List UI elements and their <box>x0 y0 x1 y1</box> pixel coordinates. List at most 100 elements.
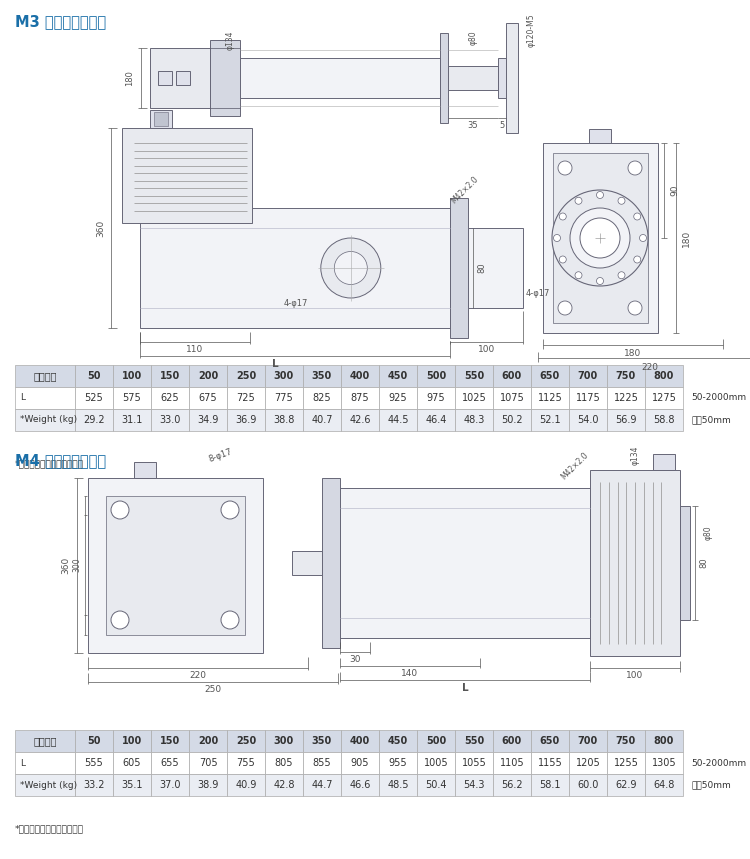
Bar <box>607 774 645 796</box>
Text: 625: 625 <box>160 393 179 403</box>
Text: 38.9: 38.9 <box>197 780 219 790</box>
Text: 220: 220 <box>641 362 658 371</box>
Bar <box>151 774 189 796</box>
Text: 38.8: 38.8 <box>273 415 295 425</box>
Text: 905: 905 <box>351 758 369 768</box>
Circle shape <box>596 277 604 284</box>
Text: 360: 360 <box>61 557 70 574</box>
Text: 925: 925 <box>388 393 407 403</box>
Text: 650: 650 <box>540 736 560 746</box>
Bar <box>189 409 227 431</box>
Bar <box>553 153 647 323</box>
Bar <box>227 752 265 774</box>
Circle shape <box>570 208 630 268</box>
Text: 90: 90 <box>670 185 679 196</box>
Bar <box>493 730 531 752</box>
Text: 50.2: 50.2 <box>501 415 523 425</box>
Text: 550: 550 <box>464 736 484 746</box>
Text: 575: 575 <box>123 393 141 403</box>
Bar <box>15 730 75 752</box>
Text: 1305: 1305 <box>652 758 676 768</box>
Bar <box>341 730 379 752</box>
Text: 50: 50 <box>87 736 100 746</box>
Text: 1075: 1075 <box>500 393 524 403</box>
Bar <box>417 387 455 409</box>
Bar <box>379 774 417 796</box>
Bar <box>341 774 379 796</box>
Bar <box>150 48 210 108</box>
Text: 46.4: 46.4 <box>425 415 447 425</box>
Bar <box>75 365 113 387</box>
Text: L: L <box>272 359 278 369</box>
Text: 220: 220 <box>189 671 206 680</box>
Bar <box>265 730 303 752</box>
Bar <box>265 409 303 431</box>
Text: 500: 500 <box>426 736 446 746</box>
Text: 655: 655 <box>160 758 179 768</box>
Text: 100: 100 <box>122 736 142 746</box>
Text: 400: 400 <box>350 371 370 381</box>
Text: 44.7: 44.7 <box>311 780 333 790</box>
Text: 550: 550 <box>464 371 484 381</box>
Text: 200: 200 <box>198 371 218 381</box>
Text: 450: 450 <box>388 736 408 746</box>
Bar <box>15 774 75 796</box>
Text: 700: 700 <box>578 736 598 746</box>
Bar <box>113 774 151 796</box>
Bar <box>106 496 244 635</box>
Text: 675: 675 <box>199 393 217 403</box>
Bar <box>379 387 417 409</box>
Text: 450: 450 <box>388 371 408 381</box>
Circle shape <box>558 301 572 315</box>
Text: L: L <box>20 758 25 767</box>
Text: 100: 100 <box>122 371 142 381</box>
Bar <box>134 461 156 478</box>
Text: 300: 300 <box>274 371 294 381</box>
Text: 35.1: 35.1 <box>122 780 142 790</box>
Text: φ120-M5: φ120-M5 <box>526 13 536 46</box>
Text: 705: 705 <box>199 758 217 768</box>
Circle shape <box>321 238 381 298</box>
Bar <box>569 387 607 409</box>
Text: 250: 250 <box>236 371 256 381</box>
Circle shape <box>334 252 368 284</box>
Bar <box>607 730 645 752</box>
Text: 1055: 1055 <box>461 758 486 768</box>
Bar <box>303 387 341 409</box>
Text: 200: 200 <box>198 736 218 746</box>
Circle shape <box>596 192 604 198</box>
Text: 80: 80 <box>478 263 487 273</box>
Bar <box>417 730 455 752</box>
Bar <box>189 774 227 796</box>
Text: 755: 755 <box>237 758 255 768</box>
Bar <box>379 409 417 431</box>
Bar <box>440 33 448 123</box>
Text: *重量不包含电机自身重量。: *重量不包含电机自身重量。 <box>15 824 84 833</box>
Bar <box>493 387 531 409</box>
Text: 800: 800 <box>654 371 674 381</box>
Text: 48.5: 48.5 <box>387 780 409 790</box>
Bar <box>176 71 190 85</box>
Bar <box>341 387 379 409</box>
Text: 37.0: 37.0 <box>159 780 181 790</box>
Text: φ134: φ134 <box>226 30 235 50</box>
Text: 250: 250 <box>204 685 221 694</box>
Circle shape <box>552 190 648 286</box>
Bar <box>265 752 303 774</box>
Circle shape <box>575 198 582 204</box>
Bar <box>498 58 506 98</box>
Text: 5: 5 <box>500 120 505 130</box>
Text: 775: 775 <box>274 393 293 403</box>
Text: 58.8: 58.8 <box>653 415 675 425</box>
Text: 400: 400 <box>350 736 370 746</box>
Text: 30: 30 <box>350 655 361 665</box>
Text: 805: 805 <box>274 758 293 768</box>
Bar <box>569 752 607 774</box>
Text: φ80: φ80 <box>469 31 478 46</box>
Bar <box>645 774 683 796</box>
Bar <box>265 365 303 387</box>
Bar <box>531 752 569 774</box>
Text: L: L <box>462 683 468 693</box>
Text: 1005: 1005 <box>424 758 448 768</box>
Text: 60.0: 60.0 <box>578 780 598 790</box>
